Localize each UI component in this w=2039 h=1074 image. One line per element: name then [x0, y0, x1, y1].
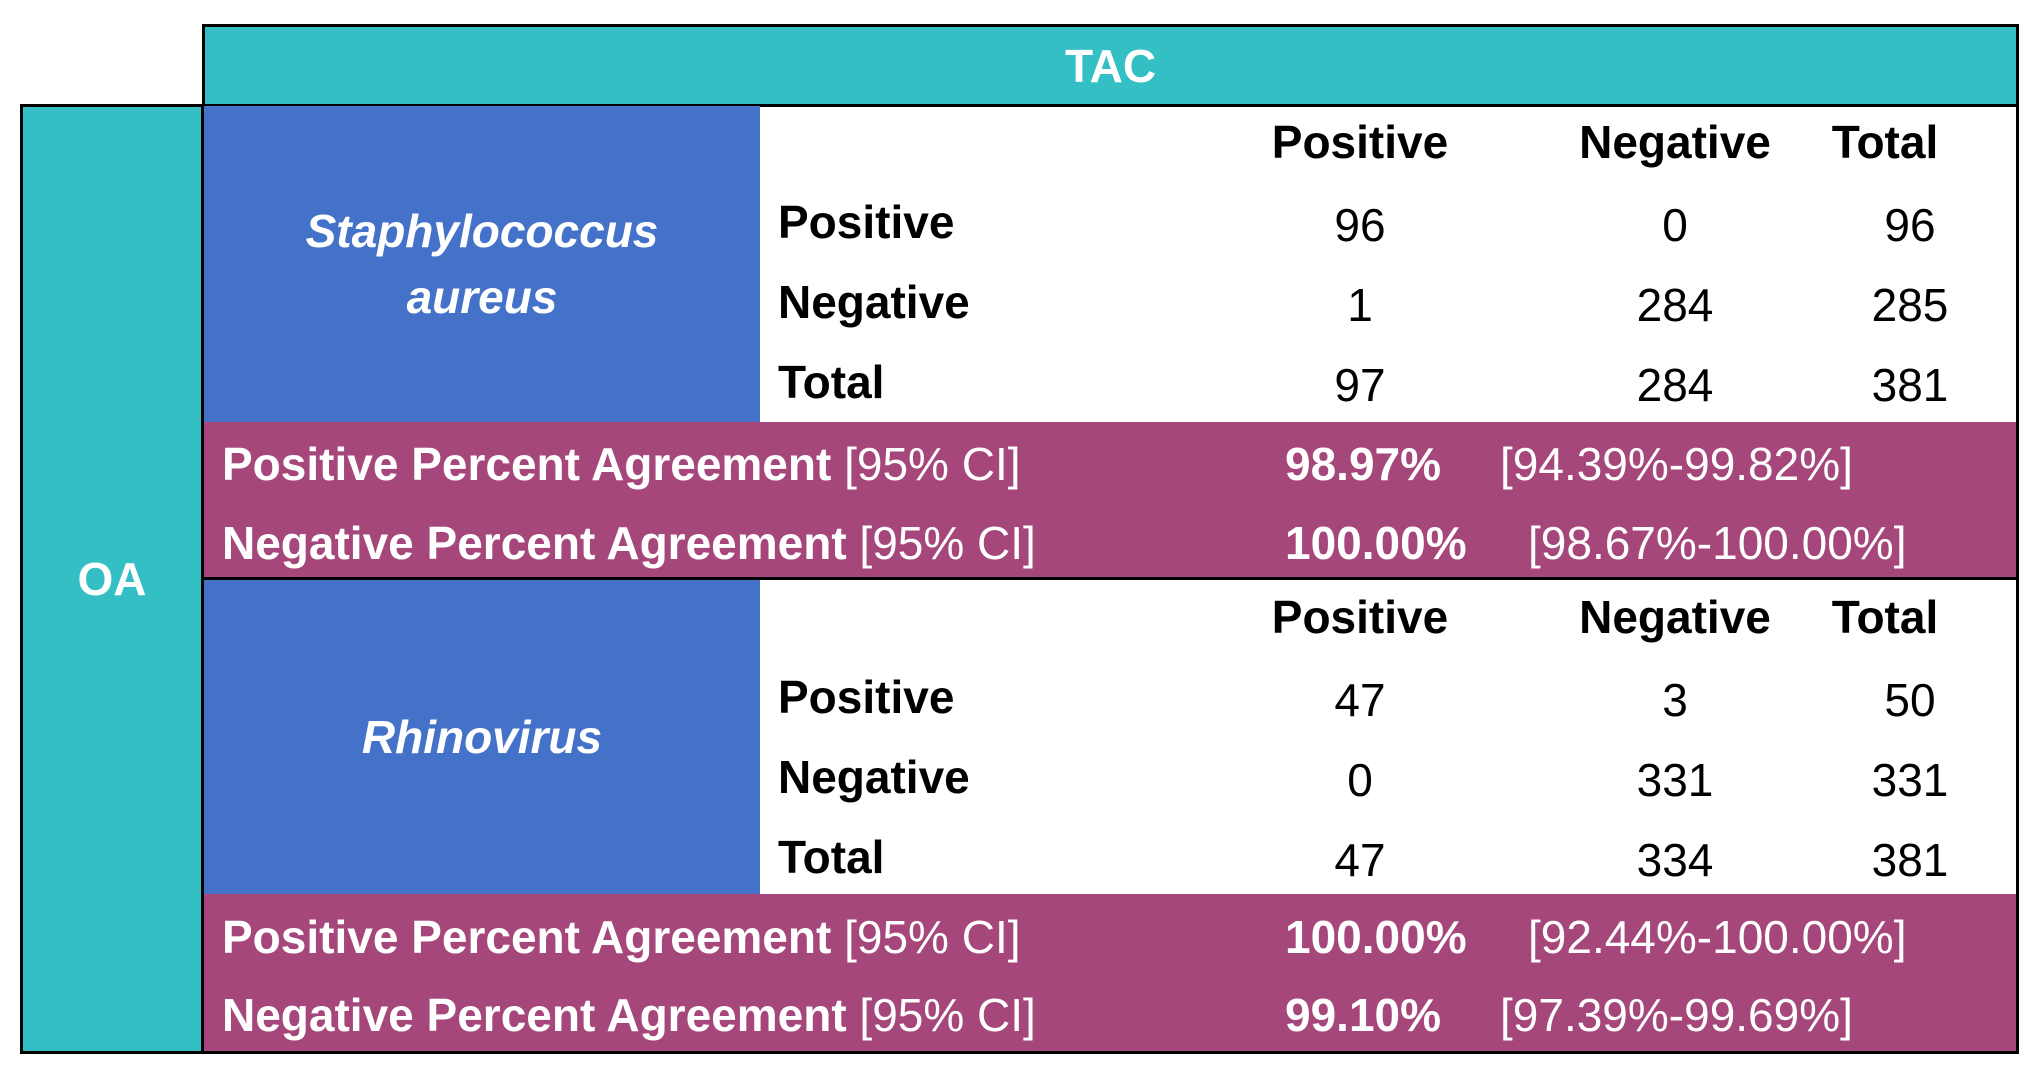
- organism-name-line2: aureus: [406, 271, 558, 323]
- cell-value: 47: [1334, 834, 1386, 886]
- cell-value: 284: [1636, 359, 1714, 411]
- ppa-label-text: Positive Percent Agreement: [222, 438, 832, 490]
- col-header-total: Total: [1831, 116, 1939, 168]
- cell-value: 284: [1636, 279, 1714, 331]
- npa-value-text: 100.00%: [1285, 517, 1467, 569]
- organism-cell-staph: Staphylococcus aureus: [204, 106, 760, 422]
- cell-value: 96: [1884, 199, 1936, 251]
- ppa-ci-label: [95% CI]: [844, 438, 1021, 490]
- cell-value: 381: [1871, 834, 1949, 886]
- cell-value: 50: [1884, 674, 1936, 726]
- organism-name-line1: Rhinovirus: [361, 711, 603, 763]
- cell-value: 1: [1347, 279, 1373, 331]
- organism-cell-rhinovirus: Rhinovirus: [204, 580, 760, 894]
- row-label-negative: Negative: [778, 751, 970, 803]
- cell-value: 96: [1334, 199, 1386, 251]
- ppa-ci-label: [95% CI]: [844, 911, 1021, 963]
- agreement-band: [204, 422, 2016, 578]
- row-label-positive: Positive: [778, 671, 955, 723]
- cell-value: 334: [1636, 834, 1714, 886]
- ppa-value: 98.97%: [1285, 437, 1441, 491]
- npa-value-text: 99.10%: [1285, 989, 1442, 1041]
- npa-label-text: Negative Percent Agreement: [222, 989, 847, 1041]
- cell-value: 47: [1334, 674, 1386, 726]
- cell-value: 0: [1347, 754, 1373, 806]
- col-header-total: Total: [1831, 591, 1939, 643]
- npa-ci: [98.67%-100.00%]: [1528, 517, 1907, 569]
- ppa-ci: [94.39%-99.82%]: [1500, 438, 1853, 490]
- col-header-negative: Negative: [1579, 591, 1771, 643]
- npa-label: Negative Percent Agreement [95% CI]: [222, 516, 1036, 570]
- section-divider: [202, 577, 2019, 580]
- col-header-positive: Positive: [1271, 116, 1449, 168]
- ppa-label-text: Positive Percent Agreement: [222, 911, 832, 963]
- agreement-band: [204, 894, 2016, 1051]
- ppa-ci: [92.44%-100.00%]: [1528, 911, 1907, 963]
- cell-value: 381: [1871, 359, 1949, 411]
- oa-title: OA: [77, 553, 147, 605]
- col-header-negative: Negative: [1579, 116, 1771, 168]
- ppa-label: Positive Percent Agreement [95% CI]: [222, 910, 1021, 964]
- npa-ci-label: [95% CI]: [859, 517, 1036, 569]
- cell-value: 97: [1334, 359, 1386, 411]
- npa-ci: [97.39%-99.69%]: [1500, 989, 1853, 1041]
- cell-value: 0: [1662, 199, 1688, 251]
- ppa-label: Positive Percent Agreement [95% CI]: [222, 437, 1021, 491]
- oa-header: OA: [20, 104, 204, 1054]
- npa-value: 99.10%: [1285, 988, 1441, 1042]
- npa-label-text: Negative Percent Agreement: [222, 517, 847, 569]
- cell-value: 285: [1871, 279, 1949, 331]
- ppa-value-text: 98.97%: [1285, 438, 1442, 490]
- npa-ci-label: [95% CI]: [859, 989, 1036, 1041]
- col-header-positive: Positive: [1271, 591, 1449, 643]
- npa-label: Negative Percent Agreement [95% CI]: [222, 988, 1036, 1042]
- tac-title: TAC: [1064, 40, 1157, 92]
- row-label-positive: Positive: [778, 196, 955, 248]
- ppa-value-text: 100.00%: [1285, 911, 1467, 963]
- tac-header: TAC: [202, 24, 2019, 105]
- row-label-total: Total: [778, 831, 885, 883]
- cell-value: 331: [1636, 754, 1714, 806]
- organism-name-line1: Staphylococcus: [305, 205, 659, 257]
- ppa-value: 100.00%: [1285, 910, 1467, 964]
- row-label-negative: Negative: [778, 276, 970, 328]
- cell-value: 3: [1662, 674, 1688, 726]
- npa-value: 100.00%: [1285, 516, 1467, 570]
- row-label-total: Total: [778, 356, 885, 408]
- cell-value: 331: [1871, 754, 1949, 806]
